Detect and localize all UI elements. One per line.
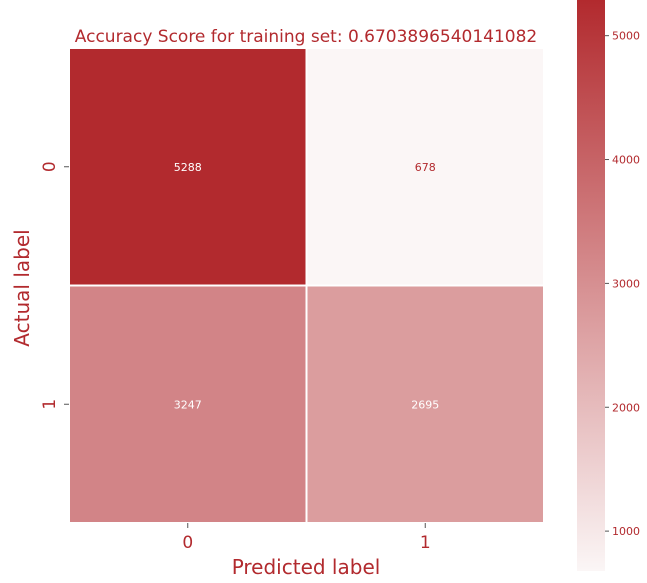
- colorbar: [577, 0, 605, 571]
- y-axis-ticks: 01: [40, 161, 69, 410]
- chart-title: Accuracy Score for training set: 0.67038…: [75, 27, 537, 47]
- cell-value-label-1-1: 2695: [411, 398, 439, 411]
- heatmap-cell-0-0: [68, 47, 308, 287]
- cell-value-label-0-0: 5288: [174, 161, 202, 174]
- heatmap-cell-1-0: [68, 284, 308, 524]
- heatmap-cell-0-1: [305, 47, 545, 287]
- colorbar-tick-label: 2000: [612, 401, 640, 414]
- heatmap-cell-1-1: [305, 284, 545, 524]
- x-axis-label: Predicted label: [232, 555, 381, 579]
- colorbar-tick-label: 1000: [612, 525, 640, 538]
- x-tick-label: 1: [420, 533, 431, 553]
- cell-value-label-1-0: 3247: [174, 398, 202, 411]
- cell-value-label-0-1: 678: [415, 161, 436, 174]
- colorbar-tick-label: 3000: [612, 277, 640, 290]
- y-axis-label: Actual label: [10, 229, 34, 346]
- y-tick-label: 0: [40, 161, 60, 172]
- x-tick-label: 0: [182, 533, 193, 553]
- colorbar-tick-label: 4000: [612, 154, 640, 167]
- colorbar-ticks: 1000 2000 3000 4000 5000: [605, 30, 640, 538]
- y-tick-label: 1: [40, 399, 60, 410]
- heatmap-cells: 5288 678 3247 2695: [68, 47, 545, 524]
- colorbar-tick-label: 5000: [612, 30, 640, 43]
